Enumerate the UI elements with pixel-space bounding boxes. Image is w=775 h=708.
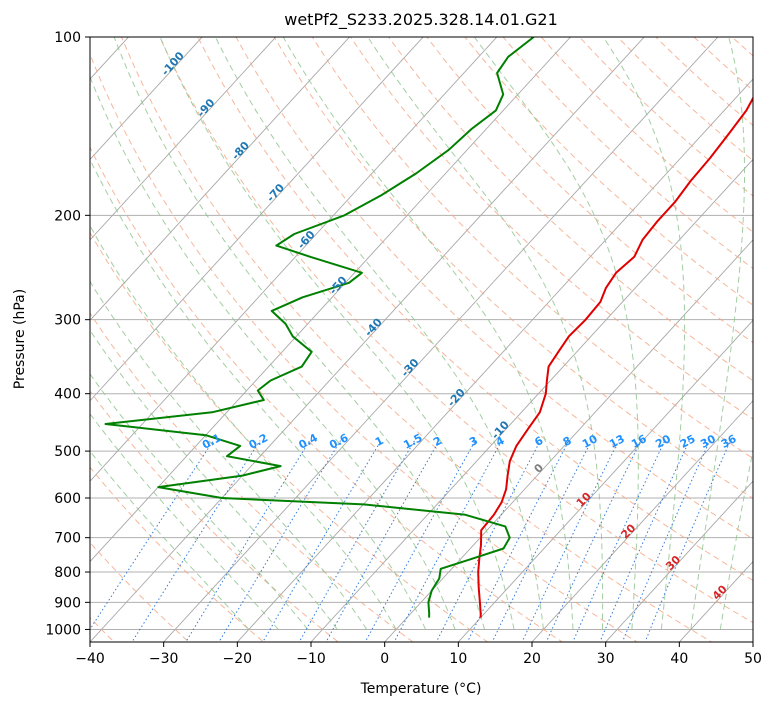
y-tick-label: 1000 [45, 622, 81, 638]
mixing-ratio-line [325, 440, 440, 642]
mixing-ratio-line [644, 440, 731, 642]
mixing-ratio-line [262, 440, 382, 642]
mixing-ratio-line [621, 440, 711, 642]
mixing-ratio-line [131, 440, 261, 642]
y-tick-label: 700 [54, 531, 81, 547]
isotherm-line [384, 239, 753, 642]
y-tick-label: 500 [54, 444, 81, 460]
mixing-ratio-label: 10 [580, 432, 600, 451]
x-tick-label: −40 [75, 651, 105, 667]
moist-adiabat-line [90, 224, 397, 630]
isotherm-line [457, 319, 753, 642]
plot-frame [89, 36, 754, 643]
dry-adiabat-line [197, 37, 753, 581]
isotherm-line [163, 37, 719, 642]
x-tick-label: 30 [597, 651, 615, 667]
moist-adiabat-line [90, 280, 368, 630]
mixing-ratio-line [491, 440, 592, 642]
mixing-ratio-label: 20 [653, 432, 673, 451]
isotherm-line [236, 78, 753, 642]
mixing-ratio-line [599, 440, 690, 642]
isotherm-line [310, 158, 753, 642]
moist-adiabat-line [473, 37, 639, 630]
chart-title: wetPf2_S233.2025.328.14.01.G21 [284, 10, 558, 30]
dry-adiabat-line [311, 37, 753, 459]
mixing-ratio-line [521, 440, 620, 642]
x-tick-label: −30 [149, 651, 179, 667]
x-axis-label: Temperature (°C) [360, 681, 482, 697]
moist-adiabat-line [282, 37, 574, 630]
y-tick-label: 800 [54, 565, 81, 581]
isotherm-line [90, 37, 351, 321]
y-tick-label: 600 [54, 491, 81, 507]
y-tick-label: 100 [54, 30, 81, 46]
dry-adiabat-line [235, 37, 753, 540]
moist-adiabat-line [367, 37, 604, 630]
mixing-ratio-line [298, 440, 416, 642]
isotherm-line [531, 400, 753, 642]
dry-adiabat-line [90, 312, 414, 642]
mixing-ratio-line [466, 440, 570, 642]
moist-adiabat-line [602, 37, 686, 630]
dry-adiabat-line [349, 37, 753, 420]
y-tick-label: 200 [54, 208, 81, 224]
mixing-ratio-line [572, 440, 666, 642]
dry-adiabat-line [90, 146, 564, 642]
isotherm-line [90, 37, 277, 241]
mixing-ratio-line [435, 440, 541, 642]
moist-adiabat-line [113, 37, 486, 630]
moist-adiabat-line [719, 447, 753, 630]
mixing-ratio-line [90, 440, 214, 631]
x-tick-label: 10 [449, 651, 467, 667]
x-tick-label: 0 [380, 651, 389, 667]
x-tick-label: 50 [744, 651, 762, 667]
moist-adiabat-line [90, 75, 456, 630]
dry-adiabat-line [90, 466, 265, 642]
mixing-ratio-line [393, 440, 503, 642]
x-tick-label: −20 [223, 651, 253, 667]
isotherm-line [90, 37, 572, 563]
moist-adiabat-line [90, 329, 338, 630]
dry-adiabat-line [90, 541, 190, 642]
temperature-profile-line [477, 96, 753, 618]
y-axis-label: Pressure (hPa) [12, 289, 28, 389]
moist-adiabat-line [690, 37, 745, 630]
isotherm-line [90, 37, 498, 482]
moist-adiabat-line [214, 37, 544, 630]
mixing-ratio-label: 13 [607, 432, 627, 451]
isotherm-line [90, 37, 203, 161]
moist-adiabat-line [90, 373, 309, 630]
x-tick-label: 40 [670, 651, 688, 667]
y-tick-label: 300 [54, 313, 81, 329]
dry-adiabat-line [90, 231, 489, 642]
y-tick-label: 400 [54, 387, 81, 403]
x-tick-label: 20 [523, 651, 541, 667]
mixing-ratio-label: 16 [629, 432, 649, 451]
dry-adiabat-line [90, 52, 638, 642]
mixing-ratio-label: 25 [678, 432, 698, 451]
moist-adiabat-line [159, 37, 515, 630]
mixing-ratio-line [364, 440, 476, 642]
isotherm-line [90, 37, 424, 402]
dewpoint-profile-line [104, 37, 535, 618]
mixing-ratio-label: 30 [698, 432, 718, 451]
dry-adiabat-line [387, 37, 753, 382]
dry-adiabat-line [120, 37, 713, 642]
mixing-ratio-label: 36 [719, 432, 739, 451]
x-tick-label: −10 [296, 651, 326, 667]
y-tick-label: 900 [54, 595, 81, 611]
isotherm-line [90, 37, 645, 642]
isotherm-line [605, 480, 753, 642]
